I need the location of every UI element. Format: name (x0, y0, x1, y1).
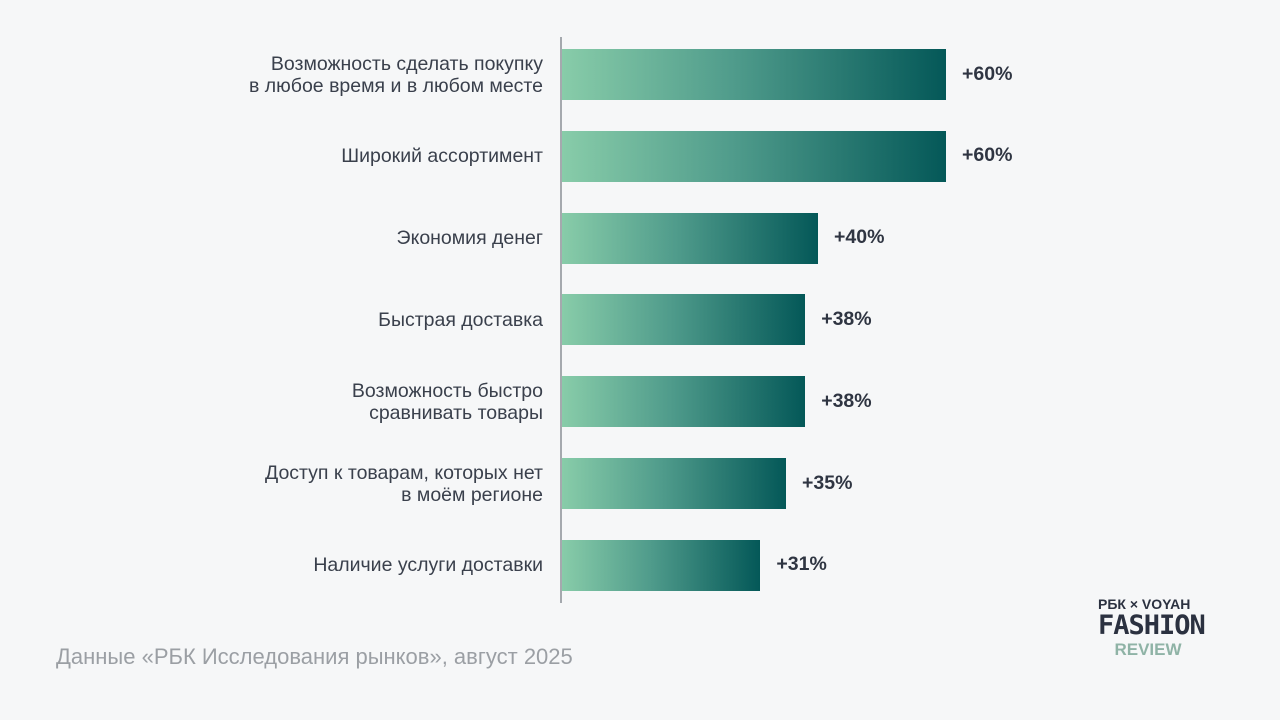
bar (562, 294, 806, 346)
category-label: Экономия денег (396, 227, 543, 250)
category-label: Доступ к товарам, которых нет в моём рег… (265, 461, 543, 506)
bar (562, 458, 786, 509)
bar (562, 49, 946, 100)
value-label: +31% (776, 553, 827, 576)
y-axis-line (560, 37, 562, 603)
value-label: +38% (821, 389, 872, 412)
source-note: Данные «РБК Исследования рынков», август… (56, 644, 573, 669)
category-label: Быстрая доставка (378, 308, 543, 331)
bar (562, 212, 818, 264)
logo-review: REVIEW (1114, 640, 1182, 659)
value-label: +38% (821, 307, 872, 330)
category-label: Возможность быстро сравнивать товары (351, 379, 543, 424)
logo-brands: РБК × VOYAH (1098, 596, 1191, 612)
category-label: Возможность сделать покупку в любое врем… (249, 52, 543, 97)
value-label: +60% (962, 62, 1013, 85)
bar (562, 376, 806, 428)
category-label: Наличие услуги доставки (313, 554, 543, 577)
logo-fashion: FASHION (1098, 610, 1206, 641)
bar (562, 130, 946, 182)
bar (562, 539, 761, 591)
value-label: +35% (802, 471, 853, 494)
value-label: +40% (834, 226, 885, 249)
logo-top: РБК × VOYAH (1098, 596, 1226, 612)
value-label: +60% (962, 144, 1013, 167)
fashion-review-logo: РБК × VOYAH FASHION REVIEW (1098, 596, 1226, 668)
category-label: Широкий ассортимент (341, 145, 543, 168)
